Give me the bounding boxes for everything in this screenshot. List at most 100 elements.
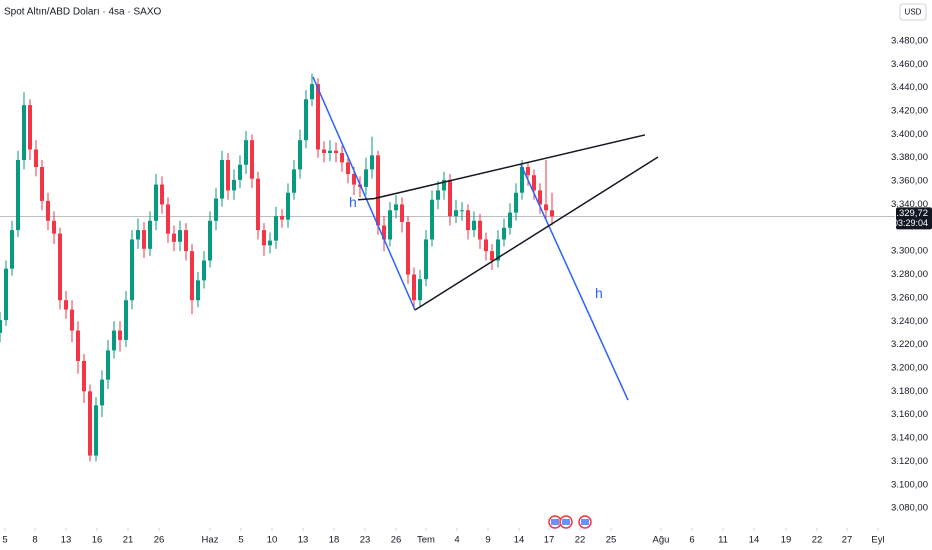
candle-body <box>412 274 416 301</box>
candle-body <box>184 230 188 252</box>
candle-body <box>274 216 278 241</box>
candle-body <box>52 220 56 234</box>
x-tick-label: 9 <box>485 535 490 546</box>
candle-body <box>418 279 422 301</box>
x-tick-label: 10 <box>267 535 278 546</box>
candle-body <box>466 210 470 231</box>
candle-body <box>76 330 80 361</box>
x-tick-label: 8 <box>32 535 37 546</box>
y-tick-label: 3.180,00 <box>891 386 928 397</box>
candle-body <box>460 210 464 212</box>
trend-line <box>312 76 416 311</box>
candles <box>0 73 554 462</box>
candle-body <box>58 233 62 301</box>
x-tick-label: 22 <box>575 535 586 546</box>
candle-body <box>238 164 242 180</box>
candle-body <box>490 251 494 261</box>
candle-body <box>550 210 554 217</box>
candle-body <box>124 300 128 340</box>
x-tick-label: Eyl <box>871 535 884 546</box>
flag <box>551 519 559 525</box>
candle-body <box>406 221 410 275</box>
candle-body <box>202 260 206 281</box>
candle-body <box>196 280 200 301</box>
candle-body <box>268 240 272 246</box>
candle-body <box>118 330 122 340</box>
currency-label: USD <box>905 8 922 17</box>
candle-body <box>388 210 392 240</box>
event-icons[interactable] <box>548 515 592 529</box>
candle-body <box>4 268 8 321</box>
trend-line <box>520 164 629 401</box>
y-tick-label: 3.480,00 <box>891 35 928 46</box>
x-tick-label: 26 <box>154 535 165 546</box>
candle-body <box>442 179 446 191</box>
flag <box>562 519 570 525</box>
y-tick-label: 3.380,00 <box>891 152 928 163</box>
candle-body <box>88 391 92 456</box>
candle-body <box>262 230 266 246</box>
x-tick-label: 21 <box>123 535 134 546</box>
candle-body <box>46 200 50 221</box>
x-tick-label: 11 <box>718 535 728 546</box>
y-tick-label: 3.160,00 <box>891 409 928 420</box>
candle-body <box>160 184 164 205</box>
candle-body <box>424 239 428 280</box>
x-tick-label: 4 <box>454 535 459 546</box>
candle-body <box>478 220 482 240</box>
candle-body <box>430 199 434 240</box>
candle-body <box>112 330 116 351</box>
candle-body <box>22 105 26 161</box>
candle-body <box>16 160 20 231</box>
candle-body <box>514 192 518 213</box>
candle-body <box>340 153 344 163</box>
x-tick-label: 19 <box>781 535 792 546</box>
candle-body <box>154 184 158 221</box>
x-tick-label: 5 <box>238 535 243 546</box>
trend-line <box>414 156 659 311</box>
candle-body <box>64 300 68 310</box>
candle-body <box>256 178 260 231</box>
candle-body <box>484 239 488 252</box>
x-tick-label: 14 <box>514 535 525 546</box>
x-tick-label: 13 <box>298 535 309 546</box>
y-tick-label: 3.440,00 <box>891 82 928 93</box>
x-tick-label: 16 <box>92 535 103 546</box>
candle-body <box>250 140 254 179</box>
price-tag-value: 3.329,72 <box>891 208 928 219</box>
candle-body <box>364 169 368 187</box>
y-tick-label: 3.460,00 <box>891 59 928 70</box>
candle-body <box>106 350 110 380</box>
candle-body <box>94 405 98 456</box>
currency-box[interactable] <box>899 3 927 21</box>
candle-body <box>286 192 290 220</box>
y-tick-label: 3.360,00 <box>891 176 928 187</box>
candle-body <box>226 160 230 191</box>
annotation: h <box>595 285 603 301</box>
candle-body <box>544 204 548 211</box>
candle-body <box>376 155 380 226</box>
candle-body <box>34 149 38 168</box>
candle-body <box>172 233 176 242</box>
y-tick-label: 3.120,00 <box>891 456 928 467</box>
candle-body <box>394 204 398 211</box>
x-tick-label: 5 <box>2 535 7 546</box>
chart-title: Spot Altın/ABD Doları · 4sa · SAXO <box>4 7 162 18</box>
x-tick-label: Ağu <box>653 535 670 546</box>
x-tick-label: 18 <box>329 535 340 546</box>
candle-body <box>70 309 74 331</box>
candle-body <box>322 149 326 154</box>
trend-line <box>357 134 646 201</box>
candle-body <box>382 225 386 240</box>
candle-body <box>232 179 236 191</box>
y-tick-label: 3.240,00 <box>891 316 928 327</box>
y-tick-label: 3.100,00 <box>891 479 928 490</box>
candle-body <box>208 220 212 261</box>
candle-body <box>508 212 512 228</box>
x-tick-label: 25 <box>606 535 617 546</box>
candle-body <box>346 162 350 175</box>
candle-body <box>166 204 170 234</box>
candle-body <box>100 379 104 406</box>
candle-body <box>400 204 404 222</box>
